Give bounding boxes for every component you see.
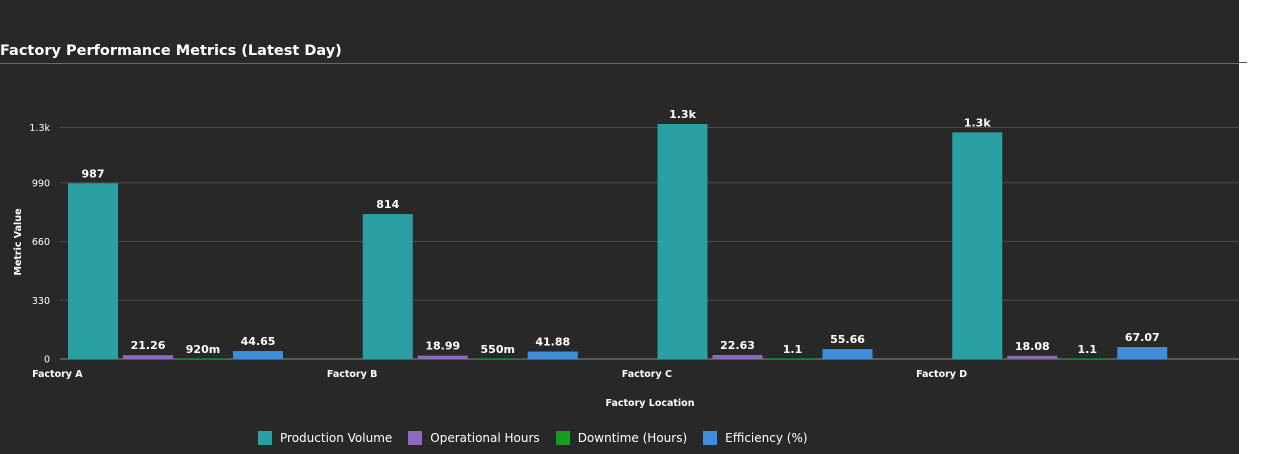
data-label: 550m — [481, 343, 515, 356]
bar-efficiency — [1117, 347, 1168, 359]
data-label: 18.99 — [425, 340, 460, 353]
legend-item[interactable]: Efficiency (%) — [703, 431, 808, 445]
bar-downtime-hours — [178, 358, 228, 359]
bar-downtime-hours — [1062, 358, 1113, 359]
x-tick-label: Factory C — [622, 369, 672, 380]
legend-swatch — [408, 431, 423, 445]
x-tick-label: Factory B — [327, 369, 377, 380]
y-tick-label: 1.3k — [29, 123, 50, 134]
legend-swatch — [555, 431, 570, 445]
data-label: 814 — [376, 198, 399, 211]
x-axis-label: Factory Location — [606, 398, 695, 409]
chart-title: Factory Performance Metrics (Latest Day) — [0, 43, 342, 59]
bar-downtime-hours — [472, 358, 523, 359]
y-axis-label: Metric Value — [13, 208, 24, 275]
bar-efficiency — [233, 351, 283, 359]
legend-item[interactable]: Downtime (Hours) — [555, 431, 688, 445]
data-label: 67.07 — [1125, 331, 1160, 344]
data-label: 1.3k — [964, 116, 991, 129]
legend-label: Efficiency (%) — [725, 431, 808, 445]
y-tick-label: 0 — [44, 355, 50, 366]
x-tick-label: Factory A — [32, 369, 83, 380]
bar-efficiency — [822, 349, 873, 359]
y-tick-label: 330 — [32, 296, 50, 307]
chart-panel: Factory Performance Metrics (Latest Day)… — [0, 0, 1239, 454]
edge-divider — [1239, 62, 1247, 63]
bar-efficiency — [527, 351, 578, 359]
bar-chart: 0 330 660 990 1.3k Metric Value 987 21.26 920m 44… — [13, 108, 1239, 409]
data-label: 41.88 — [535, 336, 570, 349]
data-label: 44.65 — [241, 335, 276, 348]
legend-swatch — [258, 431, 272, 445]
y-tick-label: 990 — [32, 178, 50, 189]
data-label: 987 — [82, 167, 105, 180]
bar-operational-hours — [712, 354, 763, 359]
bar-production-volume — [362, 214, 413, 359]
data-label: 18.08 — [1015, 340, 1050, 353]
legend-item[interactable]: Operational Hours — [408, 431, 540, 445]
data-label: 920m — [186, 343, 220, 356]
bar-operational-hours — [123, 355, 173, 359]
legend-label: Production Volume — [280, 431, 393, 445]
y-tick-label: 660 — [32, 237, 50, 248]
bar-production-volume — [68, 183, 118, 359]
legend: Production Volume Operational Hours Downti… — [258, 431, 824, 445]
data-label: 1.1 — [783, 343, 803, 356]
legend-item[interactable]: Production Volume — [258, 431, 392, 445]
data-label: 21.26 — [131, 339, 166, 352]
bar-production-volume — [952, 132, 1003, 359]
legend-swatch — [703, 431, 718, 445]
bar-operational-hours — [1007, 355, 1058, 359]
legend-label: Operational Hours — [430, 431, 540, 445]
bar-operational-hours — [417, 355, 468, 359]
data-label: 1.3k — [669, 108, 696, 121]
bar-production-volume — [657, 124, 708, 359]
data-label: 22.63 — [720, 339, 755, 352]
data-label: 1.1 — [1078, 343, 1098, 356]
legend-label: Downtime (Hours) — [577, 431, 688, 445]
data-label: 55.66 — [830, 333, 865, 346]
bar-downtime-hours — [767, 358, 818, 359]
title-divider — [0, 63, 1239, 64]
x-tick-label: Factory D — [916, 369, 967, 380]
